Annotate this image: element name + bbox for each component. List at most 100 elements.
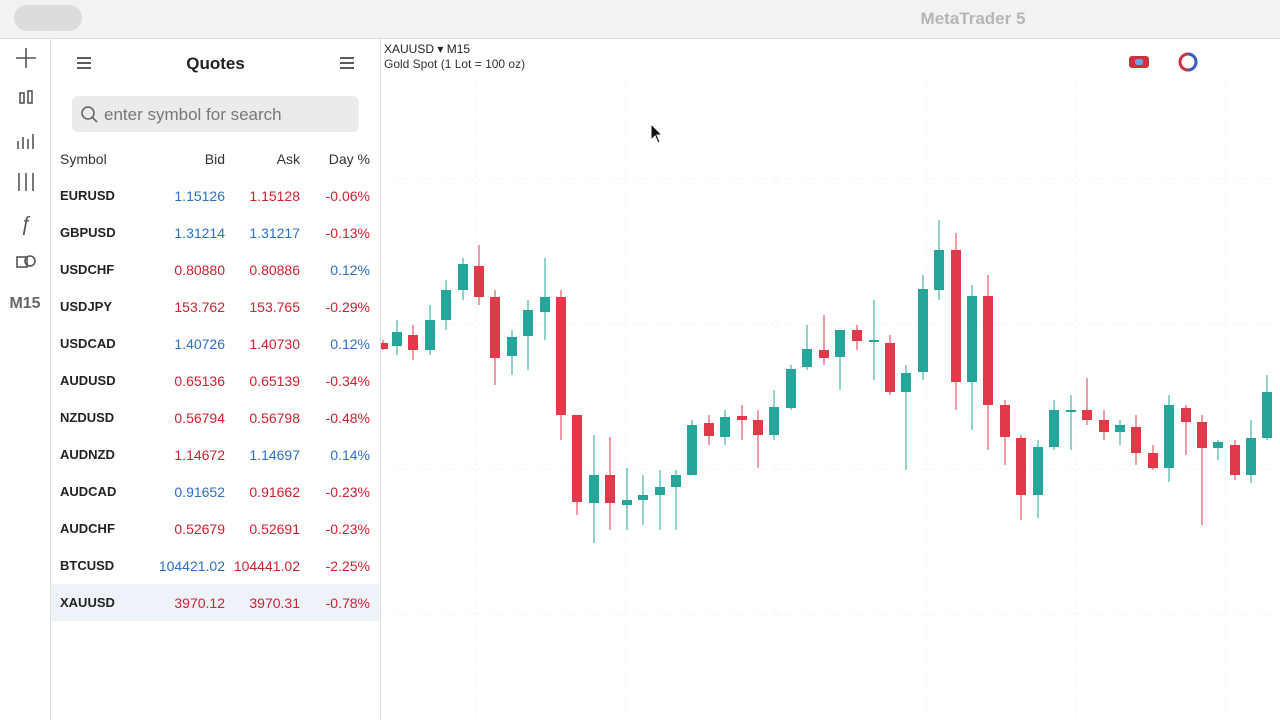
candles-icon[interactable] — [19, 90, 33, 104]
quote-row[interactable]: XAUUSD 3970.12 3970.31 -0.78% — [51, 584, 380, 621]
bid: 3970.12 — [174, 595, 225, 611]
quotes-title: Quotes — [186, 54, 245, 73]
symbol: USDJPY — [60, 299, 113, 314]
chart-symbol[interactable]: XAUUSD ▾ M15 — [384, 42, 471, 56]
candle-body — [1197, 422, 1207, 448]
columns-icon[interactable] — [340, 57, 354, 69]
day-change: -0.23% — [325, 484, 370, 500]
bid: 0.80880 — [174, 262, 225, 278]
ask: 153.765 — [249, 299, 300, 315]
candle-body — [769, 407, 779, 435]
candle-body — [918, 289, 928, 372]
bid: 104421.02 — [158, 558, 225, 574]
quote-row[interactable]: BTCUSD 104421.02 104441.02 -2.25% — [51, 547, 380, 584]
candle-body — [1082, 410, 1092, 420]
candle-body — [901, 373, 911, 392]
ask: 1.14697 — [249, 447, 300, 463]
candle-body — [622, 500, 632, 505]
candle-body — [392, 332, 402, 346]
candle-body — [605, 475, 615, 503]
candle-body — [540, 297, 550, 312]
ask: 1.15128 — [249, 188, 300, 204]
candle-body — [885, 343, 895, 392]
candle-body — [474, 266, 484, 297]
candle-body — [507, 337, 517, 356]
candle-body — [1131, 427, 1141, 453]
quote-row[interactable]: USDJPY 153.762 153.765 -0.29% — [51, 288, 380, 325]
objects-icon[interactable] — [16, 255, 36, 268]
quote-row[interactable]: EURUSD 1.15126 1.15128 -0.06% — [51, 177, 380, 214]
chart-description: Gold Spot (1 Lot = 100 oz) — [384, 57, 526, 71]
title-bar: MetaTrader 5 — [0, 0, 1280, 39]
candle-body — [951, 250, 961, 382]
candle-body — [1230, 445, 1240, 475]
timeframe-button[interactable]: M15 — [9, 295, 41, 312]
symbol: AUDCAD — [60, 484, 117, 499]
function-icon[interactable]: ƒ — [20, 213, 31, 235]
candle-body — [967, 296, 977, 382]
candle-body — [704, 423, 714, 436]
search-box[interactable]: enter symbol for search — [72, 96, 359, 132]
bid: 1.40726 — [174, 336, 225, 352]
crosshair-icon[interactable] — [16, 48, 36, 68]
list-icon[interactable] — [77, 57, 91, 69]
candle-body — [1148, 453, 1158, 468]
chart-icons — [1129, 52, 1198, 72]
bid: 0.65136 — [174, 373, 225, 389]
ask: 0.91662 — [249, 484, 300, 500]
candle-body — [490, 297, 500, 358]
ask: 3970.31 — [249, 595, 300, 611]
candle-body — [671, 475, 681, 487]
quote-row[interactable]: AUDNZD 1.14672 1.14697 0.14% — [51, 436, 380, 473]
day-change: -0.78% — [325, 595, 370, 611]
chart-area: XAUUSD ▾ M15 Gold Spot (1 Lot = 100 oz) — [381, 39, 1280, 720]
search-placeholder: enter symbol for search — [104, 105, 282, 124]
ask: 104441.02 — [233, 558, 300, 574]
quote-row[interactable]: AUDCAD 0.91652 0.91662 -0.23% — [51, 473, 380, 510]
candle-body — [425, 320, 435, 350]
bid: 153.762 — [174, 299, 225, 315]
symbol: XAUUSD — [384, 42, 435, 56]
ask: 1.31217 — [249, 225, 300, 241]
quote-row[interactable]: NZDUSD 0.56794 0.56798 -0.48% — [51, 399, 380, 436]
bars-icon[interactable] — [17, 134, 34, 149]
candle-body — [1262, 392, 1272, 438]
panel-icons — [77, 57, 354, 69]
candle-body — [1164, 405, 1174, 468]
day-change: -2.25% — [325, 558, 370, 574]
candle-body — [1016, 438, 1026, 495]
quote-row[interactable]: AUDCHF 0.52679 0.52691 -0.23% — [51, 510, 380, 547]
symbol: BTCUSD — [60, 558, 115, 573]
candle-body — [556, 297, 566, 415]
settings-icon[interactable] — [18, 173, 34, 191]
table-header: Symbol Bid Ask Day % — [51, 140, 380, 177]
quote-row[interactable]: GBPUSD 1.31214 1.31217 -0.13% — [51, 214, 380, 251]
candle-body — [638, 495, 648, 500]
symbol: AUDNZD — [60, 447, 115, 462]
toolbar: ƒ M15 — [0, 39, 51, 720]
bid: 1.14672 — [174, 447, 225, 463]
symbol: XAUUSD — [60, 595, 115, 610]
day-change: -0.34% — [325, 373, 370, 389]
column-header: Symbol — [60, 151, 107, 167]
candle-body — [835, 330, 845, 357]
column-header: Ask — [276, 151, 300, 167]
search-icon — [81, 106, 98, 123]
symbol: EURUSD — [60, 188, 115, 203]
bid: 0.91652 — [174, 484, 225, 500]
sidebar-button[interactable] — [14, 5, 82, 31]
candle-body — [1246, 438, 1256, 475]
quote-row[interactable]: USDCAD 1.40726 1.40730 0.12% — [51, 325, 380, 362]
quote-row[interactable]: AUDUSD 0.65136 0.65139 -0.34% — [51, 362, 380, 399]
candle-body — [408, 335, 418, 350]
candle-body — [1213, 442, 1223, 448]
candle-body — [589, 475, 599, 503]
day-change: -0.06% — [325, 188, 370, 204]
window-title: MetaTrader 5 — [920, 9, 1026, 28]
candles — [381, 79, 1280, 720]
quote-row[interactable]: USDCHF 0.80880 0.80886 0.12% — [51, 251, 380, 288]
candle-body — [753, 420, 763, 435]
symbol: AUDCHF — [60, 521, 115, 536]
day-change: -0.48% — [325, 410, 370, 426]
candle-body — [1115, 425, 1125, 432]
